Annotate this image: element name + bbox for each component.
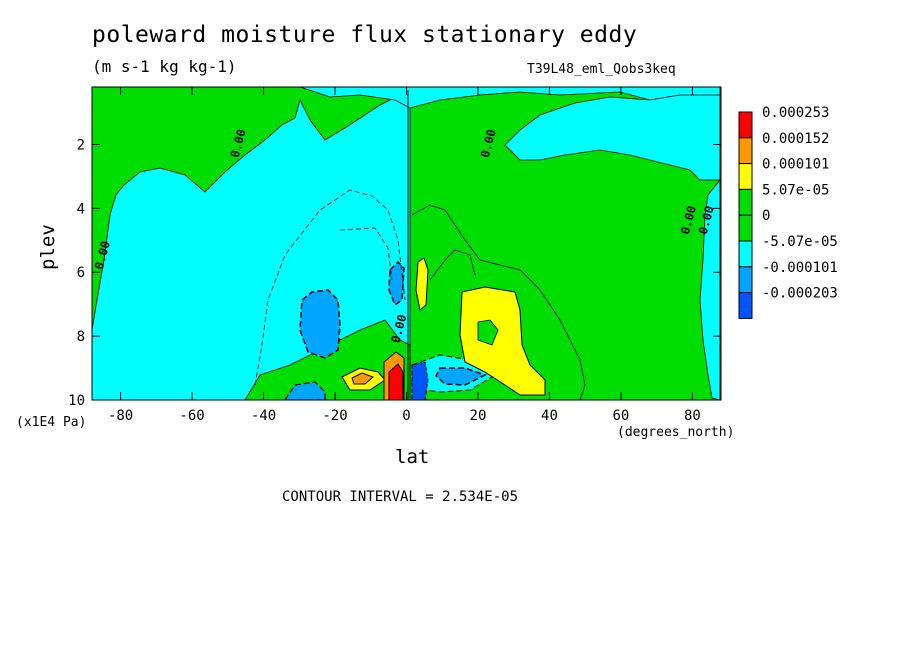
contour-interval-label: CONTOUR INTERVAL = 2.534E-05 — [282, 489, 519, 505]
legend-swatch — [738, 163, 753, 190]
legend-swatch — [738, 188, 753, 216]
legend-label: 0.000253 — [762, 105, 829, 121]
x-tick-label: -20 — [322, 408, 347, 424]
x-tick-label: 20 — [470, 408, 487, 424]
chart-title: poleward moisture flux stationary eddy — [92, 22, 638, 48]
run-label: T39L48_eml_Qobs3keq — [527, 62, 676, 77]
x-tick-label: 0 — [402, 408, 410, 424]
legend-label: 0 — [762, 208, 770, 224]
legend-label: -5.07e-05 — [762, 234, 838, 250]
y-tick-label: 4 — [77, 201, 85, 217]
contour-pos-1 — [411, 204, 586, 400]
y-tick-label: 6 — [77, 265, 85, 281]
legend-swatch — [738, 266, 753, 294]
field-cyan-nh-upper — [504, 94, 721, 181]
x-tick-label: 80 — [684, 408, 701, 424]
field-blue-nh-core — [411, 361, 429, 400]
contour-field — [92, 87, 721, 400]
x-axis-label: lat — [395, 446, 430, 468]
field-yellow-nh — [459, 286, 546, 396]
field-lightblue-sh — [299, 289, 341, 359]
chart-units: (m s-1 kg kg-1) — [92, 57, 237, 76]
legend-label: 0.000101 — [762, 157, 829, 173]
legend-swatch — [738, 111, 753, 139]
legend-swatch — [738, 240, 753, 268]
legend-label: -0.000101 — [762, 260, 838, 276]
field-cyan-nh-edge — [699, 178, 721, 400]
legend-label: -0.000203 — [762, 286, 838, 302]
x-tick-label: -40 — [251, 408, 276, 424]
y-tick-label: 8 — [77, 329, 85, 345]
legend-label: 0.000152 — [762, 131, 829, 147]
y-axis-unit: (x1E4 Pa) — [16, 415, 87, 430]
color-legend: 0.000253 0.000152 0.000101 5.07e-05 0 -5.07e-… — [738, 105, 838, 319]
legend-label: 5.07e-05 — [762, 182, 829, 198]
y-tick-label: 10 — [68, 393, 85, 409]
field-lightblue-sh-low — [284, 381, 326, 400]
field-red-eq — [388, 363, 404, 400]
legend-swatch — [738, 292, 753, 319]
x-tick-label: -60 — [179, 408, 204, 424]
legend-swatch — [738, 137, 753, 165]
x-tick-label: 60 — [613, 408, 630, 424]
field-green-in-yellow — [477, 319, 499, 346]
axis-ticks: -80 -60 -40 -20 0 20 40 60 80 2 4 6 8 10 — [68, 87, 721, 424]
x-tick-label: 40 — [541, 408, 558, 424]
field-lightblue-nh-lens — [435, 367, 487, 386]
contour-pos-2 — [429, 249, 476, 281]
field-lightblue-eq — [388, 260, 405, 307]
x-axis-unit: (degrees_north) — [617, 425, 735, 440]
contour-neg-2 — [339, 227, 393, 281]
legend-swatch — [738, 214, 753, 242]
y-tick-label: 2 — [77, 137, 85, 153]
field-orange-sh — [351, 372, 374, 385]
field-yellow-eq — [415, 257, 429, 311]
contour-neg-1 — [254, 189, 406, 386]
x-tick-label: -80 — [108, 408, 133, 424]
